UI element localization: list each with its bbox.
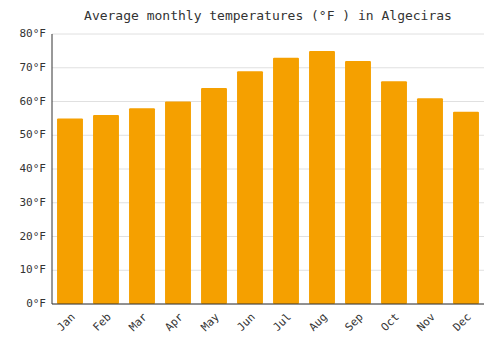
x-tick-label: Aug — [307, 311, 330, 334]
x-axis: Jan Feb Mar Apr May Jun Jul Aug Sep Oct Nov Dec — [55, 310, 474, 334]
bar — [453, 112, 479, 304]
bar — [129, 108, 155, 304]
grid-line — [52, 34, 484, 35]
chart-container: 0°F 10°F 20°F 30°F 40°F 50°F 60°F 70°F 80°F Jan Fe… — [0, 0, 500, 350]
bar — [57, 118, 83, 304]
y-axis: 0°F 10°F 20°F 30°F 40°F 50°F 60°F 70°F 80°F — [20, 27, 47, 310]
y-tick-label: 20°F — [20, 230, 47, 243]
x-tick-label: Sep — [343, 311, 366, 334]
x-tick-label: May — [199, 310, 223, 334]
x-tick-label: Dec — [451, 311, 474, 334]
y-tick-label: 50°F — [20, 128, 47, 141]
y-tick-label: 60°F — [20, 95, 47, 108]
bar — [309, 51, 335, 304]
y-axis-line — [52, 34, 53, 304]
bar — [201, 88, 227, 304]
x-tick-label: Feb — [91, 311, 114, 334]
y-tick-label: 80°F — [20, 27, 47, 40]
y-tick-label: 0°F — [26, 297, 46, 310]
grid-line — [52, 67, 484, 68]
x-tick-label: Nov — [415, 310, 439, 334]
bar — [93, 115, 119, 304]
bar — [345, 61, 371, 304]
y-tick-label: 10°F — [20, 263, 47, 276]
y-tick-label: 30°F — [20, 196, 47, 209]
x-axis-line — [52, 304, 484, 305]
bar — [237, 71, 263, 304]
x-tick-label: Jan — [55, 311, 78, 334]
x-tick-label: Oct — [379, 311, 402, 334]
grid — [52, 34, 484, 304]
bar — [417, 98, 443, 304]
bars — [57, 51, 479, 304]
bar — [381, 81, 407, 304]
x-tick-label: Jun — [235, 311, 258, 334]
title: Average monthly temperatures (°F ) in Al… — [84, 8, 452, 23]
bar — [273, 58, 299, 304]
x-tick-label: Jul — [271, 311, 294, 334]
grid-line — [52, 304, 484, 305]
y-tick-label: 70°F — [20, 61, 47, 74]
bar — [165, 102, 191, 305]
chart: 0°F 10°F 20°F 30°F 40°F 50°F 60°F 70°F 80°F Jan Fe… — [0, 0, 500, 350]
y-tick-label: 40°F — [20, 162, 47, 175]
x-tick-label: Apr — [163, 310, 187, 334]
x-tick-label: Mar — [127, 310, 151, 334]
